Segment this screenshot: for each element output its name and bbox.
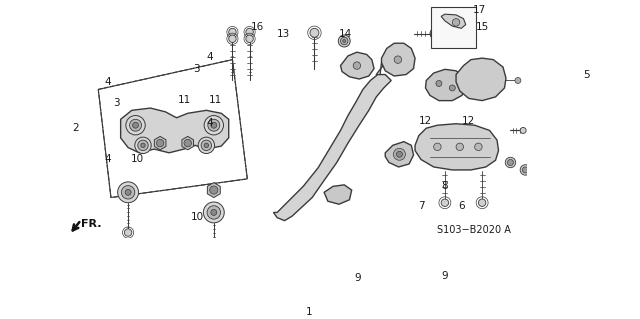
Circle shape — [436, 80, 442, 86]
Polygon shape — [415, 124, 499, 170]
Circle shape — [432, 30, 440, 37]
Circle shape — [479, 199, 486, 206]
Text: 2: 2 — [72, 123, 79, 133]
Circle shape — [479, 78, 485, 84]
Text: 12: 12 — [462, 116, 476, 126]
Circle shape — [343, 40, 346, 42]
Circle shape — [394, 56, 402, 63]
Circle shape — [475, 143, 482, 151]
Circle shape — [505, 157, 516, 168]
Text: FR.: FR. — [81, 219, 102, 229]
Text: S103−B2020 A: S103−B2020 A — [436, 225, 511, 234]
Circle shape — [515, 78, 521, 84]
Text: 17: 17 — [472, 5, 486, 15]
Polygon shape — [340, 52, 374, 79]
Polygon shape — [120, 108, 228, 153]
Circle shape — [124, 229, 132, 236]
Circle shape — [122, 186, 135, 199]
Circle shape — [434, 143, 441, 151]
Text: 8: 8 — [442, 181, 448, 191]
Circle shape — [126, 115, 145, 135]
Circle shape — [156, 139, 164, 147]
Circle shape — [246, 28, 253, 36]
Circle shape — [141, 143, 145, 148]
Circle shape — [472, 70, 493, 91]
Text: 1: 1 — [306, 307, 312, 316]
Circle shape — [208, 119, 220, 131]
Text: 6: 6 — [459, 202, 465, 211]
Polygon shape — [182, 137, 193, 150]
Circle shape — [118, 182, 138, 203]
Text: 4: 4 — [207, 118, 213, 128]
Circle shape — [246, 35, 253, 42]
Circle shape — [204, 143, 209, 148]
Circle shape — [522, 167, 529, 173]
Polygon shape — [426, 69, 466, 100]
FancyBboxPatch shape — [431, 7, 476, 48]
Circle shape — [396, 151, 403, 157]
Circle shape — [441, 199, 449, 206]
Circle shape — [207, 206, 221, 219]
Circle shape — [520, 128, 526, 133]
Circle shape — [310, 28, 319, 37]
Polygon shape — [207, 182, 220, 197]
Text: 4: 4 — [105, 154, 111, 164]
Polygon shape — [381, 43, 415, 76]
Circle shape — [340, 37, 348, 45]
Text: 5: 5 — [583, 70, 590, 79]
Circle shape — [210, 186, 218, 194]
Text: 10: 10 — [191, 212, 204, 222]
Circle shape — [394, 148, 405, 160]
Text: 15: 15 — [476, 22, 489, 32]
Circle shape — [201, 140, 212, 151]
Text: 11: 11 — [209, 95, 222, 105]
Text: 10: 10 — [131, 154, 145, 164]
Circle shape — [476, 74, 489, 87]
Text: 13: 13 — [276, 28, 290, 39]
Text: 9: 9 — [355, 273, 361, 283]
Polygon shape — [441, 14, 466, 28]
Text: 3: 3 — [113, 98, 120, 108]
Text: 16: 16 — [250, 22, 264, 32]
Circle shape — [449, 85, 455, 91]
Text: 4: 4 — [105, 77, 111, 87]
Circle shape — [210, 248, 218, 255]
Circle shape — [132, 122, 138, 128]
Text: 9: 9 — [442, 271, 448, 281]
Polygon shape — [324, 185, 352, 204]
Text: 3: 3 — [193, 64, 200, 74]
Polygon shape — [154, 137, 166, 150]
Circle shape — [452, 19, 460, 26]
Text: 7: 7 — [418, 202, 424, 211]
Circle shape — [456, 143, 463, 151]
Text: 11: 11 — [177, 95, 191, 105]
Circle shape — [353, 62, 361, 69]
Circle shape — [508, 160, 513, 166]
Circle shape — [339, 35, 350, 47]
Circle shape — [211, 210, 217, 215]
Circle shape — [138, 140, 148, 151]
Circle shape — [211, 122, 217, 128]
Circle shape — [129, 119, 141, 131]
Circle shape — [184, 139, 191, 147]
Circle shape — [520, 165, 531, 175]
Polygon shape — [456, 58, 506, 100]
Circle shape — [228, 35, 236, 42]
Circle shape — [228, 28, 236, 36]
Text: 14: 14 — [339, 29, 353, 39]
Text: 4: 4 — [207, 52, 213, 62]
Circle shape — [125, 189, 131, 195]
Circle shape — [204, 202, 224, 223]
Circle shape — [135, 137, 151, 153]
Text: 12: 12 — [419, 116, 432, 126]
Circle shape — [204, 115, 223, 135]
Polygon shape — [385, 142, 413, 167]
Polygon shape — [273, 75, 391, 221]
Circle shape — [198, 137, 214, 153]
